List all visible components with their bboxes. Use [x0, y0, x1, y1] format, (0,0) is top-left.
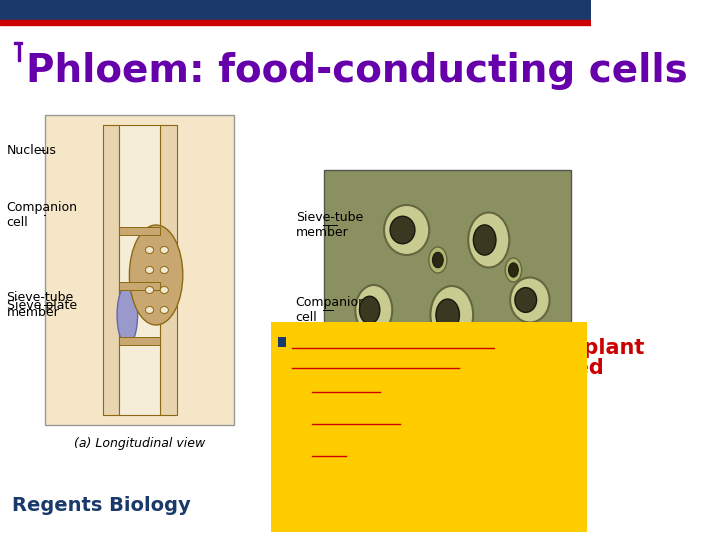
Bar — [160, 125, 176, 415]
Text: 100 μm: 100 μm — [455, 434, 498, 444]
Ellipse shape — [508, 263, 518, 277]
Bar — [103, 125, 119, 415]
Ellipse shape — [160, 307, 168, 314]
Ellipse shape — [535, 338, 566, 373]
Ellipse shape — [431, 286, 473, 344]
Text: fruit & seeds: fruit & seeds — [312, 422, 454, 441]
Ellipse shape — [374, 351, 407, 389]
Ellipse shape — [436, 299, 459, 331]
Bar — [45, 115, 234, 425]
Ellipse shape — [160, 287, 168, 294]
Text: Sieve plate: Sieve plate — [6, 299, 77, 312]
Ellipse shape — [145, 307, 153, 314]
Text: (a) Longitudinal view: (a) Longitudinal view — [74, 437, 205, 450]
Text: roots: roots — [312, 454, 369, 473]
Bar — [119, 282, 160, 290]
Text: wherever they are needed: wherever they are needed — [292, 358, 603, 378]
Text: Sieve plate: Sieve plate — [296, 323, 366, 336]
Bar — [325, 170, 571, 410]
Ellipse shape — [472, 350, 506, 390]
Ellipse shape — [145, 267, 153, 273]
Text: Sieve-tube
member: Sieve-tube member — [296, 211, 363, 239]
Ellipse shape — [433, 252, 444, 268]
Text: carry sugars around the plant: carry sugars around the plant — [292, 338, 644, 358]
Bar — [18, 43, 19, 61]
Ellipse shape — [355, 285, 392, 335]
Bar — [119, 337, 160, 345]
Ellipse shape — [359, 296, 380, 324]
Ellipse shape — [117, 285, 138, 345]
Ellipse shape — [145, 246, 153, 253]
Text: ✓: ✓ — [296, 390, 312, 409]
Ellipse shape — [429, 247, 447, 273]
Bar — [0, 20, 591, 25]
Ellipse shape — [160, 246, 168, 253]
Text: Companion
cell: Companion cell — [6, 201, 78, 229]
Ellipse shape — [475, 359, 494, 381]
Bar — [14, 42, 22, 44]
Ellipse shape — [510, 278, 549, 322]
Ellipse shape — [384, 205, 429, 255]
Text: Phloem: food-conducting cells: Phloem: food-conducting cells — [27, 52, 688, 90]
Text: (b) Transverse section (LM): (b) Transverse section (LM) — [362, 438, 533, 451]
Text: Nucleus: Nucleus — [6, 144, 56, 157]
Ellipse shape — [130, 225, 183, 325]
Text: ✓: ✓ — [296, 422, 312, 441]
Ellipse shape — [473, 225, 496, 255]
Ellipse shape — [390, 216, 415, 244]
Text: Sieve-tube
member: Sieve-tube member — [6, 291, 74, 319]
Ellipse shape — [377, 360, 395, 381]
Text: Companion
cell: Companion cell — [296, 296, 366, 324]
Bar — [0, 0, 591, 20]
Ellipse shape — [145, 287, 153, 294]
Text: new leaves: new leaves — [312, 390, 435, 409]
Ellipse shape — [160, 267, 168, 273]
Text: Regents Biology: Regents Biology — [12, 496, 191, 515]
Bar — [119, 125, 160, 415]
Bar — [119, 227, 160, 235]
Ellipse shape — [515, 288, 536, 312]
Ellipse shape — [538, 346, 555, 365]
Bar — [271, 322, 588, 532]
Ellipse shape — [505, 258, 521, 282]
Bar — [278, 337, 286, 347]
Text: ✓: ✓ — [296, 454, 312, 473]
Ellipse shape — [468, 213, 509, 267]
